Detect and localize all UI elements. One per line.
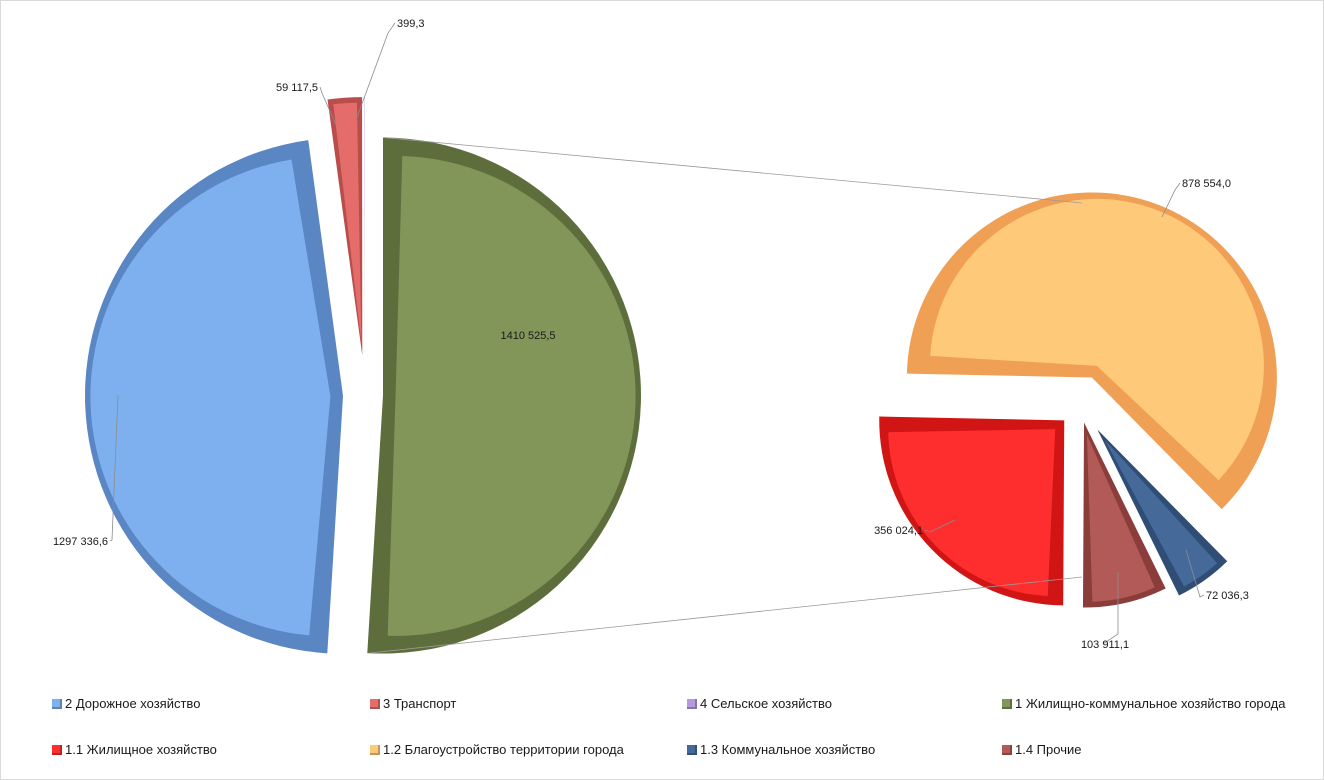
- legend-swatch: [687, 744, 697, 755]
- connector-line-top: [384, 137, 1083, 204]
- pie-of-pie-chart: 1410 525,5 1297 336,6 59 117,5 399,3 878 554…: [53, 18, 1277, 654]
- legend-item-1-1-жилищное-хозяйство: 1.1 Жилищное хозяйство: [52, 742, 217, 757]
- legend-swatch: [687, 698, 697, 709]
- legend-swatch: [52, 744, 62, 755]
- legend-swatch: [1002, 698, 1012, 709]
- legend-label: 1.1 Жилищное хозяйство: [65, 742, 217, 757]
- chart-legend: 2 Дорожное хозяйство 3 Транспорт 4 Сельско…: [0, 690, 1324, 770]
- secondary-slice-face: [888, 429, 1056, 596]
- main-slice-face: [387, 156, 636, 636]
- data-label-zhkh: 1410 525,5: [500, 330, 555, 342]
- legend-item-1-жилищно-коммунальное-хозяйство-города: 1 Жилищно-коммунальное хозяйство города: [1002, 696, 1285, 711]
- data-label-dorozhnoe: 1297 336,6: [53, 536, 108, 548]
- data-label-transport: 59 117,5: [276, 82, 318, 94]
- connector-line-bottom: [368, 576, 1083, 654]
- legend-label: 1.3 Коммунальное хозяйство: [700, 742, 876, 757]
- data-label-dorozhnoe-leader: [109, 394, 119, 542]
- legend-item-1-4-прочие: 1.4 Прочие: [1002, 742, 1081, 757]
- secondary-slice-1-4-прочие: [1082, 422, 1166, 608]
- legend-item-1-2-благоустройство-территории-города: 1.2 Благоустройство территории города: [370, 742, 624, 757]
- legend-label: 1.4 Прочие: [1015, 742, 1082, 757]
- data-label-zhilishchnoe-leader: [924, 519, 956, 533]
- legend-label: 2 Дорожное хозяйство: [65, 696, 201, 711]
- secondary-slice-1-3-коммунальное-хозяйство: [1097, 429, 1228, 596]
- main-slice-face: [333, 102, 362, 343]
- secondary-slice-face: [1104, 439, 1218, 587]
- legend-label: 1.2 Благоустройство территории города: [383, 742, 624, 757]
- legend-item-4-сельское-хозяйство: 4 Сельское хозяйство: [687, 696, 832, 711]
- data-label-kommunalnoe: 72 036,3: [1206, 590, 1249, 602]
- legend-label: 4 Сельское хозяйство: [700, 696, 832, 711]
- data-label-zhilishchnoe: 356 024,1: [874, 525, 923, 537]
- secondary-slice-1-2-благоустройство-территории-города: [906, 192, 1277, 510]
- legend-item-2-дорожное-хозяйство: 2 Дорожное хозяйство: [52, 696, 200, 711]
- legend-item-1-3-коммунальное-хозяйство: 1.3 Коммунальное хозяйство: [687, 742, 875, 757]
- legend-item-3-транспорт: 3 Транспорт: [370, 696, 456, 711]
- legend-label: 3 Транспорт: [383, 696, 457, 711]
- data-label-blagoustroistvo-leader: [1161, 182, 1181, 218]
- legend-swatch: [1002, 744, 1012, 755]
- secondary-slice-face: [930, 198, 1264, 481]
- main-slice-2-дорожное-хозяйство: [85, 140, 344, 654]
- legend-swatch: [370, 698, 380, 709]
- legend-swatch: [370, 744, 380, 755]
- data-label-transport-leader: [319, 86, 337, 126]
- data-label-blagoustroistvo: 878 554,0: [1182, 178, 1231, 190]
- main-slice-3-транспорт: [327, 97, 363, 356]
- data-label-prochie: 103 911,1: [1081, 639, 1129, 651]
- legend-label: 1 Жилищно-коммунальное хозяйство города: [1015, 696, 1286, 711]
- secondary-slice-1-1-жилищное-хозяйство: [879, 416, 1065, 606]
- data-label-selskoe-leader: [355, 22, 396, 121]
- main-slice-1-жилищно-коммунальное-хозяйство-города: [367, 137, 641, 654]
- secondary-slice-face: [1086, 434, 1155, 602]
- data-label-prochie-leader: [1102, 572, 1119, 645]
- legend-swatch: [52, 698, 62, 709]
- data-label-selskoe: 399,3: [397, 18, 425, 30]
- main-slice-face: [90, 159, 331, 636]
- data-label-kommunalnoe-leader: [1185, 549, 1205, 598]
